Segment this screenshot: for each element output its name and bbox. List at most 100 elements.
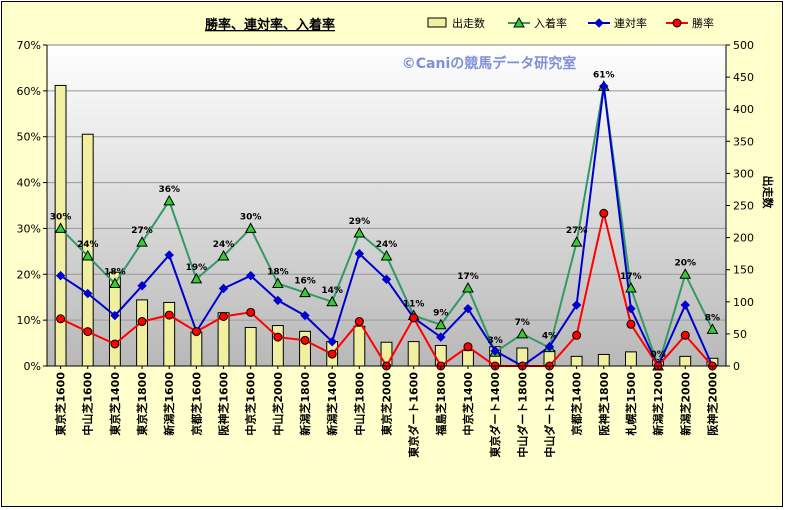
left-axis-tick-label: 0% [24, 360, 41, 373]
data-label: 36% [158, 185, 180, 195]
legend-marker-triangle [513, 16, 525, 28]
data-label: 17% [620, 272, 642, 282]
marker-triangle [54, 222, 67, 233]
x-axis-tick-label: 東京ダート1400 [488, 372, 502, 458]
marker-triangle [679, 268, 692, 279]
data-label: 20% [674, 258, 696, 268]
marker-triangle [81, 249, 94, 261]
marker-diamond [300, 310, 310, 321]
left-axis-tick-label: 10% [17, 314, 41, 327]
left-axis-tick-label: 20% [17, 268, 41, 281]
bar [136, 299, 148, 367]
x-axis-tick-label: 新潟芝2000 [678, 372, 692, 436]
series-markers [54, 80, 719, 371]
marker-triangle [434, 318, 447, 330]
data-label: 16% [294, 277, 316, 287]
gridlines [47, 90, 726, 321]
data-label: 29% [349, 217, 371, 227]
x-axis-tick-label: 東京芝1800 [135, 372, 149, 436]
bar [625, 351, 637, 367]
data-label: 0% [650, 350, 665, 360]
legend-marker-circle [672, 18, 682, 28]
x-axis-tick-label: 京都芝1400 [570, 372, 584, 436]
data-label: 9% [433, 309, 448, 319]
right-axis-tick-label: 50 [733, 328, 747, 341]
x-axis-tick-label: 京都芝1600 [189, 372, 203, 436]
marker-diamond [599, 81, 609, 91]
bar [597, 353, 610, 367]
marker-circle [354, 317, 364, 327]
data-label: 24% [213, 240, 235, 250]
x-axis-tick-label: 新潟芝1800 [298, 372, 312, 436]
marker-circle [191, 327, 201, 337]
x-axis-tick-label: 阪神芝2000 [705, 372, 719, 436]
marker-circle [409, 313, 419, 323]
bar [462, 350, 474, 367]
x-axis-tick-label: 福島芝1800 [434, 372, 448, 437]
right-axis-tick-label: 150 [733, 264, 754, 277]
data-label: 24% [376, 240, 398, 250]
marker-circle [680, 330, 690, 340]
marker-circle [83, 327, 93, 337]
bar [190, 331, 203, 367]
marker-diamond [544, 342, 555, 352]
marker-circle [246, 307, 256, 317]
marker-triangle [190, 272, 203, 284]
marker-triangle [109, 277, 121, 288]
legend-label: 勝率 [692, 16, 714, 30]
marker-diamond [273, 295, 283, 306]
data-label: 27% [131, 226, 153, 236]
marker-diamond [55, 270, 66, 281]
x-axis-tick-label: 中山ダート1800 [515, 372, 529, 458]
x-axis-tick-label: 東京ダート1600 [407, 372, 421, 458]
marker-triangle [570, 236, 583, 247]
data-label: 11% [403, 300, 425, 310]
data-label: 18% [267, 267, 289, 277]
marker-diamond [218, 283, 229, 294]
x-axis: 東京芝1600 中山芝1600 東京芝1400 東京芝1800 新潟芝1600 京都芝16… [47, 365, 726, 458]
marker-triangle [706, 323, 719, 334]
x-axis-tick-label: 中山芝1800 [352, 372, 366, 436]
marker-triangle [244, 222, 257, 233]
chart-title: 勝率、連対率、入着率 [205, 17, 335, 33]
watermark: ©Caniの競馬データ研究室 [402, 55, 577, 72]
x-axis-tick-label: 阪神芝1800 [597, 372, 611, 436]
marker-triangle [625, 282, 637, 293]
left-axis-tick-label: 50% [17, 131, 41, 144]
marker-circle [273, 332, 283, 342]
marker-diamond [381, 274, 392, 285]
marker-circle [572, 330, 582, 340]
right-axis: 0 50 100 150 200 250 300 350 400 450 500 [725, 39, 754, 373]
x-axis-tick-label: 中京芝1400 [461, 372, 475, 436]
right-axis-tick-label: 400 [733, 103, 754, 116]
right-axis-tick-label: 0 [733, 360, 740, 373]
x-axis-tick-label: 中山芝1600 [81, 372, 95, 436]
marker-diamond [463, 303, 473, 314]
right-axis-tick-label: 250 [733, 200, 754, 213]
data-label: 17% [457, 272, 479, 282]
data-label: 8% [705, 313, 720, 323]
x-axis-tick-label: 札幌芝1500 [624, 372, 638, 437]
left-axis-tick-label: 60% [17, 85, 41, 98]
right-axis-tick-label: 450 [733, 71, 754, 84]
bar [353, 325, 366, 367]
marker-circle [327, 349, 337, 359]
legend-swatch-bar [427, 17, 447, 28]
marker-circle [110, 339, 120, 349]
data-label: 7% [515, 318, 530, 328]
marker-diamond [83, 288, 93, 299]
data-label: 19% [186, 263, 208, 273]
marker-circle [599, 208, 609, 218]
marker-triangle [163, 194, 176, 206]
right-axis-tick-label: 100 [733, 296, 754, 309]
x-axis-tick-label: 新潟芝1600 [162, 372, 176, 436]
marker-diamond [571, 300, 582, 310]
marker-diamond [436, 332, 446, 342]
x-axis-tick-label: 新潟芝1200 [651, 372, 665, 436]
x-axis-tick-label: 阪神芝1600 [217, 372, 231, 436]
marker-circle [463, 342, 473, 352]
x-axis-tick-label: 東京芝1400 [108, 372, 122, 436]
left-axis-tick-label: 70% [17, 39, 41, 52]
marker-circle [137, 317, 147, 327]
